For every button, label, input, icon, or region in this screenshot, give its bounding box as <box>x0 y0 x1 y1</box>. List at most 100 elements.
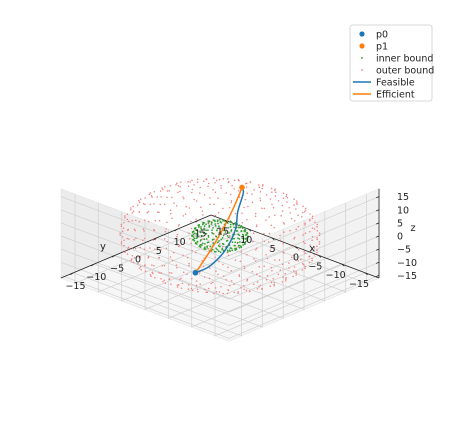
outer-bound-point <box>202 265 205 267</box>
outer-bound-point <box>259 199 262 202</box>
outer-bound-point <box>245 186 248 188</box>
outer-bound-point <box>304 224 306 226</box>
outer-bound-point <box>134 229 136 232</box>
outer-bound-point <box>169 185 172 187</box>
outer-bound-point <box>177 191 179 194</box>
x-tick-label: 15 <box>217 226 229 237</box>
outer-bound-point <box>249 290 251 293</box>
outer-bound-point <box>229 193 232 196</box>
outer-bound-point <box>253 258 255 260</box>
outer-bound-point <box>238 274 241 276</box>
outer-bound-point <box>204 288 206 291</box>
outer-bound-point <box>227 289 229 291</box>
outer-bound-point <box>288 267 290 269</box>
outer-bound-point <box>259 275 261 277</box>
inner-bound-point <box>215 235 217 238</box>
outer-bound-point <box>151 271 154 274</box>
outer-bound-point <box>127 246 130 248</box>
inner-bound-point <box>228 249 231 252</box>
inner-bound-point <box>240 245 242 248</box>
outer-bound-point <box>259 190 262 193</box>
outer-bound-point <box>168 271 171 274</box>
outer-bound-point <box>199 283 201 285</box>
outer-bound-point <box>207 287 210 290</box>
outer-bound-point <box>207 248 210 250</box>
outer-bound-point <box>266 275 269 277</box>
outer-bound-point <box>217 211 220 214</box>
outer-bound-point <box>255 249 257 251</box>
outer-bound-point <box>218 260 220 263</box>
outer-bound-point <box>214 287 217 289</box>
outer-bound-point <box>286 201 288 203</box>
outer-bound-point <box>297 214 299 217</box>
x-tick-label: 10 <box>240 235 252 246</box>
outer-bound-point <box>289 212 291 214</box>
outer-bound-point <box>178 244 181 247</box>
outer-bound-point <box>263 233 265 235</box>
inner-bound-point <box>200 226 202 228</box>
outer-bound-point <box>183 197 185 200</box>
z-tick-mark <box>375 261 380 264</box>
z-tick-label: 5 <box>397 218 403 229</box>
outer-bound-point <box>304 267 306 269</box>
inner-bound-point <box>242 244 244 246</box>
outer-bound-point <box>268 232 271 235</box>
outer-bound-point <box>253 189 255 191</box>
outer-bound-point <box>316 223 319 226</box>
outer-bound-point <box>266 257 269 260</box>
outer-bound-point <box>265 253 267 256</box>
outer-bound-point <box>189 181 191 183</box>
outer-bound-point <box>198 272 201 274</box>
outer-bound-point <box>271 203 273 206</box>
inner-bound-point <box>227 250 229 253</box>
outer-bound-point <box>308 256 310 258</box>
outer-bound-point <box>138 201 141 204</box>
inner-bound-point <box>246 231 248 234</box>
outer-bound-point <box>304 222 306 225</box>
outer-bound-point <box>138 211 141 213</box>
outer-bound-point <box>233 291 236 294</box>
inner-bound-point <box>207 221 210 224</box>
inner-bound-point <box>204 248 207 251</box>
inner-bound-point <box>191 235 193 238</box>
inner-bound-point <box>233 226 235 229</box>
outer-bound-point <box>124 251 126 254</box>
z-tick-label: 0 <box>397 232 403 243</box>
outer-bound-point <box>318 232 321 234</box>
outer-bound-point <box>231 184 233 187</box>
outer-bound-point <box>282 251 284 253</box>
outer-bound-point <box>240 286 242 289</box>
y-tick-mark <box>174 228 178 232</box>
grid-line-z <box>60 196 380 260</box>
outer-bound-point <box>304 207 307 210</box>
outer-bound-point <box>188 262 190 265</box>
outer-bound-point <box>226 292 229 295</box>
grid-line-x <box>74 194 226 284</box>
outer-bound-point <box>165 247 168 250</box>
outer-bound-point <box>285 193 288 196</box>
x-tick-label: −10 <box>326 270 346 281</box>
inner-bound-point <box>241 227 244 230</box>
outer-bound-point <box>301 269 304 271</box>
outer-bound-point <box>191 191 193 194</box>
outer-bound-point <box>311 247 313 250</box>
outer-bound-point <box>213 292 215 295</box>
outer-bound-point <box>206 291 208 293</box>
series-line-feasible <box>195 187 245 274</box>
z-tick-mark <box>375 235 380 238</box>
inner-bound-point <box>236 241 239 244</box>
outer-bound-point <box>205 178 207 181</box>
outer-bound-point <box>258 286 260 288</box>
outer-bound-point <box>120 243 123 245</box>
outer-bound-point <box>128 220 130 223</box>
y-tick-mark <box>153 237 158 241</box>
outer-bound-point <box>133 238 135 241</box>
outer-bound-point <box>160 196 162 198</box>
outer-bound-point <box>229 234 231 237</box>
grid-line-y <box>177 202 347 293</box>
outer-bound-point <box>311 259 313 262</box>
outer-bound-point <box>289 229 291 232</box>
outer-bound-point <box>184 213 187 215</box>
inner-bound-point <box>226 239 229 242</box>
z-tick-label: −15 <box>397 271 417 282</box>
